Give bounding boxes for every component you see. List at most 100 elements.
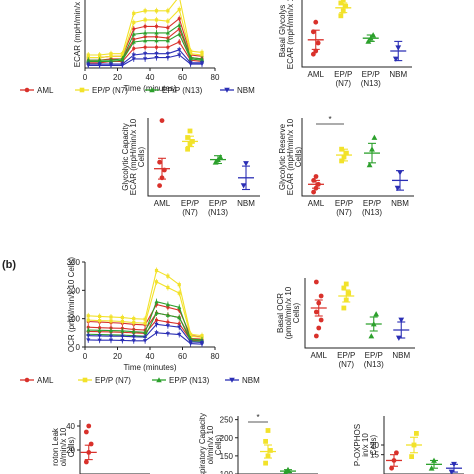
- basal_glyco-point: [315, 40, 321, 46]
- legend_a-entry: EP/P (N13): [162, 86, 203, 95]
- ocr_time-point: [177, 283, 181, 287]
- spare_capacity-significance-label: *: [256, 413, 259, 422]
- ocr_time-point: [154, 280, 159, 284]
- basal_glyco-point: [343, 3, 349, 9]
- ocr_time-point: [177, 291, 181, 295]
- ocr_time-y-tick-label: 200: [67, 286, 81, 295]
- spare_capacity-point: [265, 428, 271, 433]
- ecar_time-point: [154, 9, 159, 13]
- ocr_time-point: [109, 315, 113, 319]
- ocr_time-point: [97, 334, 102, 339]
- glyco_capacity-point: [157, 159, 163, 165]
- glyco_reserve-point: [311, 189, 316, 195]
- ecar_time-point: [143, 30, 148, 35]
- basal_ocr-point: [313, 309, 319, 315]
- ocr_time-point: [98, 319, 102, 323]
- atp_oxphos-y-label: P-OXPHOS: [353, 424, 362, 466]
- ecar_time-point: [154, 35, 159, 39]
- basal_ocr-point: [318, 317, 324, 323]
- ocr_time-point: [177, 305, 182, 309]
- glyco_reserve-category-label: EP/P: [335, 199, 353, 208]
- legend_a-entry: AML: [37, 86, 54, 95]
- glyco_reserve-category-sublabel: (N7): [336, 208, 352, 217]
- basal_glyco-category-label: AML: [308, 70, 325, 79]
- ecar_time-point: [131, 32, 136, 36]
- ocr_time-point: [120, 338, 125, 343]
- basal_glyco-category-label: NBM: [389, 70, 407, 79]
- ecar_time-y-label: ECAR (mpH/min/x 10: [73, 0, 82, 67]
- glyco_capacity-point: [187, 128, 193, 134]
- glyco_capacity-y-label: Glycolytic Capacity: [121, 123, 130, 191]
- ocr_time-point: [166, 274, 170, 278]
- ocr_time-point: [86, 338, 91, 343]
- legend_b-entry: AML: [37, 376, 54, 385]
- ocr_time-point: [108, 334, 114, 339]
- spare_capacity-y-tick-label: 150: [220, 452, 234, 461]
- atp_oxphos-point: [389, 465, 394, 471]
- basal_glyco-category-label: EP/P: [362, 70, 380, 79]
- basal_glyco-category-label: EP/P: [334, 70, 352, 79]
- ecar_time-point: [143, 35, 147, 39]
- basal_ocr-y-label: Cells): [292, 302, 301, 323]
- atp_oxphos-y-label: in/x 10: [361, 433, 370, 457]
- ocr_time-point: [177, 315, 182, 320]
- legend_a-swatch-marker: [79, 87, 85, 93]
- glyco_capacity-point: [157, 183, 163, 189]
- basal_ocr-axes: [304, 278, 415, 349]
- ecar_time-x-tick-label: 80: [211, 73, 220, 82]
- ecar_time-point: [120, 63, 125, 68]
- basal_ocr-category-sublabel: (N7): [338, 360, 354, 369]
- ocr_time-point: [143, 321, 147, 325]
- ocr_time-y-tick-label: 300: [67, 258, 81, 267]
- atp_oxphos-point: [414, 431, 419, 436]
- ocr_time-point: [165, 324, 170, 328]
- basal_ocr-point: [313, 279, 319, 285]
- spare_capacity-point: [268, 448, 273, 453]
- legend_a-swatch-marker: [224, 87, 230, 93]
- proton_leak-point: [86, 423, 92, 429]
- ocr_time-x-tick-label: 40: [146, 352, 155, 361]
- proton_leak-y-label: Cells): [67, 436, 76, 457]
- proton_leak-axes: [79, 420, 150, 474]
- ecar_time-point: [143, 45, 147, 49]
- ocr_time-point: [120, 315, 124, 320]
- ecar_time-point: [166, 26, 170, 30]
- glyco_reserve-point: [371, 134, 378, 140]
- ecar_time-point: [165, 55, 170, 60]
- ecar_time-point: [165, 30, 170, 35]
- glyco_capacity-category-sublabel: (N13): [208, 208, 228, 217]
- glyco_reserve-category-sublabel: (N13): [362, 208, 382, 217]
- basal_glyco-axes: [301, 0, 412, 68]
- ecar_time-point: [177, 32, 182, 36]
- ecar_time-point: [154, 45, 159, 49]
- basal_ocr-point: [341, 305, 347, 311]
- glyco_reserve-y-label: Cells): [294, 146, 303, 167]
- ecar_time-point: [154, 18, 159, 22]
- basal_glyco-point: [338, 13, 344, 19]
- glyco_capacity-point: [217, 154, 224, 160]
- ocr_time-point: [109, 319, 113, 323]
- glyco_capacity-point: [185, 146, 190, 152]
- ecar_time-point: [132, 27, 136, 31]
- atp_oxphos-point: [409, 454, 414, 459]
- spare_capacity-y-label: Cells): [214, 434, 223, 455]
- atp_oxphos-y-label: Cells): [369, 434, 378, 455]
- panel-b-label: (b): [2, 259, 16, 271]
- basal_glyco-point: [340, 0, 346, 3]
- ecar_time-point: [120, 58, 125, 62]
- ocr_time-point: [165, 313, 170, 317]
- ocr_time-point: [120, 319, 124, 324]
- ecar_time-point: [177, 7, 181, 12]
- proton_leak-y-label: roton Leak: [51, 427, 60, 466]
- glyco_capacity-point: [185, 135, 190, 140]
- legend_b-entry: NBM: [242, 376, 260, 385]
- ecar_time-point: [177, 17, 181, 21]
- spare_capacity-y-tick-label: 200: [220, 434, 234, 443]
- ecar_time-point: [132, 11, 136, 15]
- legend_a-entry: EP/P (N7): [92, 86, 128, 95]
- ocr_time-point: [86, 318, 90, 322]
- glyco_reserve-point: [394, 185, 401, 192]
- basal_glyco-y-label: ECAR (mpH/min/x 10: [286, 0, 295, 69]
- spare_capacity-y-label: ol/min/x 10: [206, 425, 215, 464]
- glyco_reserve-point: [313, 174, 319, 179]
